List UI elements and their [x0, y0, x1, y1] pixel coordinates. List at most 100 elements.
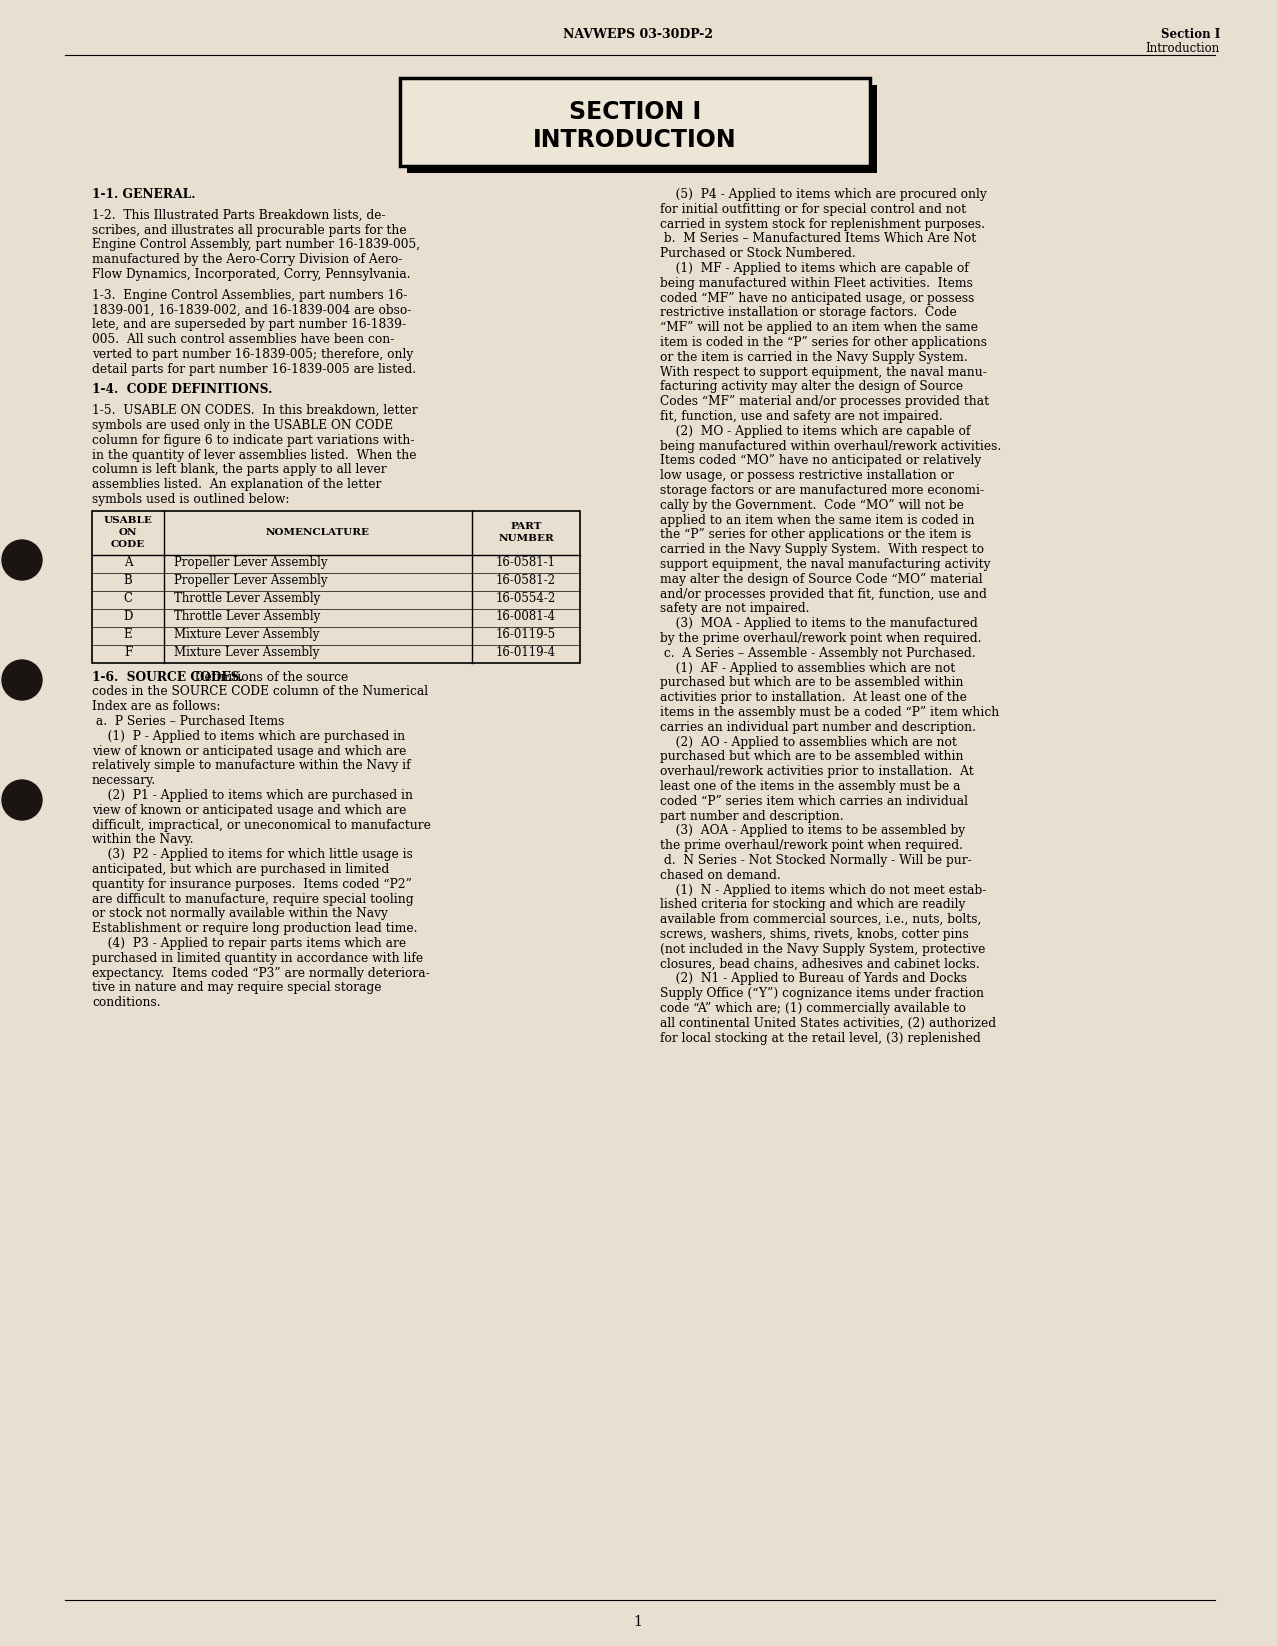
Text: column for figure 6 to indicate part variations with-: column for figure 6 to indicate part var… — [92, 435, 415, 446]
Text: part number and description.: part number and description. — [660, 810, 844, 823]
Text: (1)  MF - Applied to items which are capable of: (1) MF - Applied to items which are capa… — [660, 262, 969, 275]
Text: Mixture Lever Assembly: Mixture Lever Assembly — [174, 647, 319, 658]
Text: 16-0581-1: 16-0581-1 — [495, 556, 555, 570]
Text: chased on demand.: chased on demand. — [660, 869, 780, 882]
Text: Propeller Lever Assembly: Propeller Lever Assembly — [174, 574, 327, 588]
Text: support equipment, the naval manufacturing activity: support equipment, the naval manufacturi… — [660, 558, 991, 571]
Text: and/or processes provided that fit, function, use and: and/or processes provided that fit, func… — [660, 588, 987, 601]
Text: CODE: CODE — [111, 540, 146, 548]
Text: E: E — [124, 629, 133, 642]
Text: quantity for insurance purposes.  Items coded “P2”: quantity for insurance purposes. Items c… — [92, 877, 412, 890]
Text: (2)  P1 - Applied to items which are purchased in: (2) P1 - Applied to items which are purc… — [92, 788, 412, 802]
Text: facturing activity may alter the design of Source: facturing activity may alter the design … — [660, 380, 963, 393]
Text: or the item is carried in the Navy Supply System.: or the item is carried in the Navy Suppl… — [660, 351, 968, 364]
Text: (3)  AOA - Applied to items to be assembled by: (3) AOA - Applied to items to be assembl… — [660, 825, 965, 838]
Text: coded “MF” have no anticipated usage, or possess: coded “MF” have no anticipated usage, or… — [660, 291, 974, 305]
Text: all continental United States activities, (2) authorized: all continental United States activities… — [660, 1017, 996, 1030]
Text: column is left blank, the parts apply to all lever: column is left blank, the parts apply to… — [92, 464, 387, 476]
Text: expectancy.  Items coded “P3” are normally deteriora-: expectancy. Items coded “P3” are normall… — [92, 966, 430, 979]
Text: “MF” will not be applied to an item when the same: “MF” will not be applied to an item when… — [660, 321, 978, 334]
Text: difficult, impractical, or uneconomical to manufacture: difficult, impractical, or uneconomical … — [92, 818, 430, 831]
Text: safety are not impaired.: safety are not impaired. — [660, 602, 810, 616]
Text: 005.  All such control assemblies have been con-: 005. All such control assemblies have be… — [92, 332, 395, 346]
Text: available from commercial sources, i.e., nuts, bolts,: available from commercial sources, i.e.,… — [660, 914, 982, 927]
Text: conditions.: conditions. — [92, 996, 161, 1009]
Text: 1: 1 — [633, 1615, 642, 1630]
Text: b.  M Series – Manufactured Items Which Are Not: b. M Series – Manufactured Items Which A… — [660, 232, 976, 245]
Text: the prime overhaul/rework point when required.: the prime overhaul/rework point when req… — [660, 839, 963, 853]
Text: Items coded “MO” have no anticipated or relatively: Items coded “MO” have no anticipated or … — [660, 454, 981, 467]
Text: necessary.: necessary. — [92, 774, 156, 787]
Text: symbols used is outlined below:: symbols used is outlined below: — [92, 492, 290, 505]
Text: storage factors or are manufactured more economi-: storage factors or are manufactured more… — [660, 484, 985, 497]
Text: closures, bead chains, adhesives and cabinet locks.: closures, bead chains, adhesives and cab… — [660, 958, 979, 971]
Text: (1)  P - Applied to items which are purchased in: (1) P - Applied to items which are purch… — [92, 729, 405, 742]
Text: (1)  N - Applied to items which do not meet estab-: (1) N - Applied to items which do not me… — [660, 884, 986, 897]
Text: overhaul/rework activities prior to installation.  At: overhaul/rework activities prior to inst… — [660, 765, 974, 779]
Text: 16-0119-5: 16-0119-5 — [495, 629, 555, 642]
Text: Engine Control Assembly, part number 16-1839-005,: Engine Control Assembly, part number 16-… — [92, 239, 420, 252]
Text: NAVWEPS 03-30DP-2: NAVWEPS 03-30DP-2 — [563, 28, 713, 41]
Text: view of known or anticipated usage and which are: view of known or anticipated usage and w… — [92, 744, 406, 757]
Text: (2)  AO - Applied to assemblies which are not: (2) AO - Applied to assemblies which are… — [660, 736, 956, 749]
Text: (5)  P4 - Applied to items which are procured only: (5) P4 - Applied to items which are proc… — [660, 188, 987, 201]
Text: (3)  MOA - Applied to items to the manufactured: (3) MOA - Applied to items to the manufa… — [660, 617, 978, 630]
Text: (1)  AF - Applied to assemblies which are not: (1) AF - Applied to assemblies which are… — [660, 662, 955, 675]
Text: screws, washers, shims, rivets, knobs, cotter pins: screws, washers, shims, rivets, knobs, c… — [660, 928, 969, 942]
Text: C: C — [124, 593, 133, 606]
Text: for initial outfitting or for special control and not: for initial outfitting or for special co… — [660, 202, 967, 216]
Text: (3)  P2 - Applied to items for which little usage is: (3) P2 - Applied to items for which litt… — [92, 848, 412, 861]
Text: Mixture Lever Assembly: Mixture Lever Assembly — [174, 629, 319, 642]
Text: 1-1. GENERAL.: 1-1. GENERAL. — [92, 188, 195, 201]
Text: 16-0119-4: 16-0119-4 — [495, 647, 555, 658]
Text: F: F — [124, 647, 132, 658]
Text: 1-6.  SOURCE CODES.: 1-6. SOURCE CODES. — [92, 670, 244, 683]
Text: Propeller Lever Assembly: Propeller Lever Assembly — [174, 556, 327, 570]
Text: for local stocking at the retail level, (3) replenished: for local stocking at the retail level, … — [660, 1032, 981, 1045]
Text: anticipated, but which are purchased in limited: anticipated, but which are purchased in … — [92, 863, 389, 876]
Text: being manufactured within Fleet activities.  Items: being manufactured within Fleet activiti… — [660, 277, 973, 290]
Text: verted to part number 16-1839-005; therefore, only: verted to part number 16-1839-005; there… — [92, 347, 414, 360]
Text: Codes “MF” material and/or processes provided that: Codes “MF” material and/or processes pro… — [660, 395, 990, 408]
Text: codes in the SOURCE CODE column of the Numerical: codes in the SOURCE CODE column of the N… — [92, 685, 428, 698]
Text: within the Navy.: within the Navy. — [92, 833, 194, 846]
Circle shape — [3, 540, 42, 579]
Text: Supply Office (“Y”) cognizance items under fraction: Supply Office (“Y”) cognizance items und… — [660, 988, 985, 1001]
Text: NOMENCLATURE: NOMENCLATURE — [266, 528, 370, 537]
Text: a.  P Series – Purchased Items: a. P Series – Purchased Items — [92, 714, 285, 728]
Text: Throttle Lever Assembly: Throttle Lever Assembly — [174, 611, 321, 624]
Text: may alter the design of Source Code “MO” material: may alter the design of Source Code “MO”… — [660, 573, 982, 586]
Text: Section I: Section I — [1161, 28, 1220, 41]
Text: least one of the items in the assembly must be a: least one of the items in the assembly m… — [660, 780, 960, 793]
Text: Introduction: Introduction — [1145, 43, 1220, 54]
Circle shape — [3, 660, 42, 700]
Text: 1-5.  USABLE ON CODES.  In this breakdown, letter: 1-5. USABLE ON CODES. In this breakdown,… — [92, 405, 418, 416]
Text: by the prime overhaul/rework point when required.: by the prime overhaul/rework point when … — [660, 632, 982, 645]
Text: manufactured by the Aero-Corry Division of Aero-: manufactured by the Aero-Corry Division … — [92, 253, 402, 267]
Text: lete, and are superseded by part number 16-1839-: lete, and are superseded by part number … — [92, 318, 406, 331]
Text: SECTION I: SECTION I — [568, 100, 701, 123]
Text: lished criteria for stocking and which are readily: lished criteria for stocking and which a… — [660, 899, 965, 912]
Text: coded “P” series item which carries an individual: coded “P” series item which carries an i… — [660, 795, 968, 808]
Text: With respect to support equipment, the naval manu-: With respect to support equipment, the n… — [660, 365, 987, 379]
Text: INTRODUCTION: INTRODUCTION — [534, 128, 737, 151]
Text: Throttle Lever Assembly: Throttle Lever Assembly — [174, 593, 321, 606]
Text: low usage, or possess restrictive installation or: low usage, or possess restrictive instal… — [660, 469, 954, 482]
Text: Purchased or Stock Numbered.: Purchased or Stock Numbered. — [660, 247, 856, 260]
Text: relatively simple to manufacture within the Navy if: relatively simple to manufacture within … — [92, 759, 411, 772]
Text: 1-2.  This Illustrated Parts Breakdown lists, de-: 1-2. This Illustrated Parts Breakdown li… — [92, 209, 386, 222]
Text: USABLE: USABLE — [103, 515, 152, 525]
Text: restrictive installation or storage factors.  Code: restrictive installation or storage fact… — [660, 306, 956, 319]
Text: D: D — [124, 611, 133, 624]
Text: code “A” which are; (1) commercially available to: code “A” which are; (1) commercially ava… — [660, 1002, 965, 1016]
Text: A: A — [124, 556, 133, 570]
Text: items in the assembly must be a coded “P” item which: items in the assembly must be a coded “P… — [660, 706, 999, 719]
Text: or stock not normally available within the Navy: or stock not normally available within t… — [92, 907, 388, 920]
Text: being manufactured within overhaul/rework activities.: being manufactured within overhaul/rewor… — [660, 439, 1001, 453]
Text: view of known or anticipated usage and which are: view of known or anticipated usage and w… — [92, 803, 406, 816]
Text: (not included in the Navy Supply System, protective: (not included in the Navy Supply System,… — [660, 943, 986, 956]
Text: 16-0554-2: 16-0554-2 — [495, 593, 555, 606]
Text: carried in the Navy Supply System.  With respect to: carried in the Navy Supply System. With … — [660, 543, 985, 556]
Text: NUMBER: NUMBER — [498, 533, 554, 543]
Text: the “P” series for other applications or the item is: the “P” series for other applications or… — [660, 528, 972, 542]
